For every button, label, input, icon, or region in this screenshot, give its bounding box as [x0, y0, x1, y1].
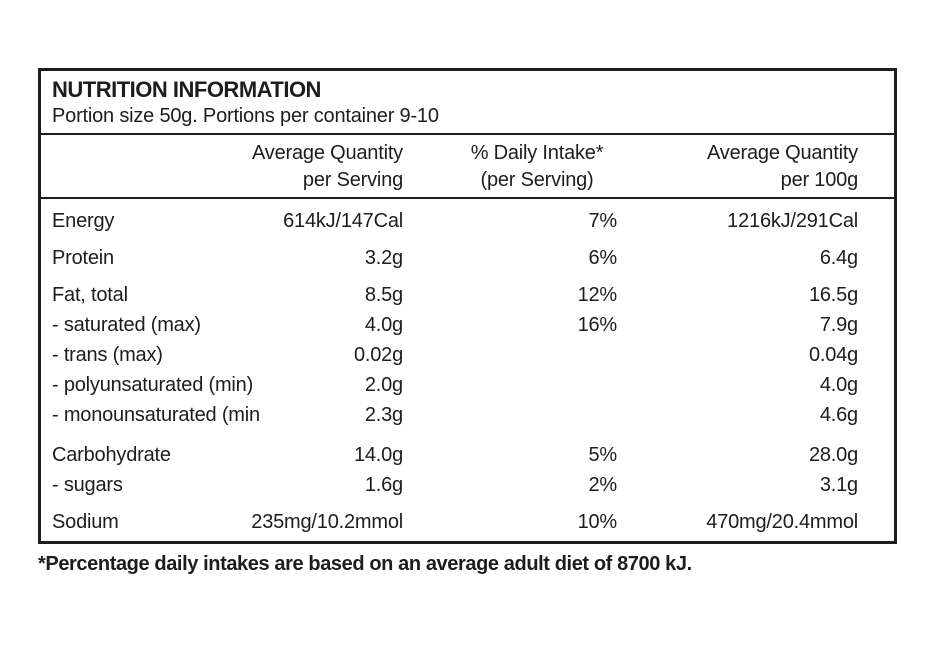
nutrient-name: - polyunsaturated (min) [52, 374, 254, 396]
nutrient-row-monounsaturated: - monounsaturated (min 2.3g 4.6g [41, 400, 894, 430]
serving-value: 235mg/10.2mmol [251, 511, 403, 533]
nutrient-name: Carbohydrate [52, 444, 171, 466]
daily-intake-footnote: *Percentage daily intakes are based on a… [38, 553, 692, 575]
serving-value: 0.02g [353, 344, 403, 366]
per-100g-value: 1216kJ/291Cal [727, 210, 858, 232]
per-100g-value: 4.0g [819, 374, 858, 396]
serving-value: 614kJ/147Cal [283, 210, 403, 232]
nutrient-name: Sodium [52, 511, 119, 533]
daily-intake-value: 7% [588, 210, 617, 232]
nutrient-row-fat-total: Fat, total 8.5g 12% 16.5g [41, 280, 894, 310]
nutrition-panel: NUTRITION INFORMATION Portion size 50g. … [38, 68, 897, 544]
nutrient-name: Fat, total [52, 284, 128, 306]
serving-value: 8.5g [364, 284, 403, 306]
nutrient-name: - sugars [52, 474, 123, 496]
per-100g-value: 16.5g [808, 284, 858, 306]
per-100g-value: 7.9g [819, 314, 858, 336]
column-header-line: per Serving [302, 169, 403, 191]
per-100g-value: 470mg/20.4mmol [706, 511, 858, 533]
per-100g-value: 6.4g [819, 247, 858, 269]
portion-info: Portion size 50g. Portions per container… [52, 105, 439, 127]
nutrient-name: - monounsaturated (min [52, 404, 260, 426]
daily-intake-value: 5% [588, 444, 617, 466]
nutrient-row-protein: Protein 3.2g 6% 6.4g [41, 243, 894, 273]
serving-value: 2.3g [364, 404, 403, 426]
column-header-line: (per Serving) [480, 169, 594, 191]
daily-intake-value: 10% [577, 511, 618, 533]
nutrient-row-energy: Energy 614kJ/147Cal 7% 1216kJ/291Cal [41, 206, 894, 236]
nutrient-row-polyunsaturated: - polyunsaturated (min) 2.0g 4.0g [41, 370, 894, 400]
nutrient-name: - saturated (max) [52, 314, 201, 336]
nutrient-row-trans: - trans (max) 0.02g 0.04g [41, 340, 894, 370]
daily-intake-value: 6% [588, 247, 617, 269]
serving-value: 14.0g [353, 444, 403, 466]
column-header-line: Average Quantity [252, 142, 403, 164]
nutrient-name: Energy [52, 210, 115, 232]
nutrient-row-sugars: - sugars 1.6g 2% 3.1g [41, 470, 894, 500]
nutrient-name: - trans (max) [52, 344, 163, 366]
serving-value: 1.6g [364, 474, 403, 496]
title-block: NUTRITION INFORMATION Portion size 50g. … [41, 71, 894, 135]
serving-value: 2.0g [364, 374, 403, 396]
nutrient-table-body: Energy 614kJ/147Cal 7% 1216kJ/291Cal Pro… [41, 199, 894, 541]
column-header-line: % Daily Intake* [470, 142, 604, 164]
column-header-per-100g: Average Quantity per 100g [617, 140, 858, 194]
column-header-line: per 100g [780, 169, 859, 191]
per-100g-value: 28.0g [808, 444, 858, 466]
per-100g-value: 0.04g [808, 344, 858, 366]
daily-intake-value: 12% [577, 284, 618, 306]
column-header-line: Average Quantity [707, 142, 858, 164]
nutrient-row-carbohydrate: Carbohydrate 14.0g 5% 28.0g [41, 440, 894, 470]
nutrient-row-saturated: - saturated (max) 4.0g 16% 7.9g [41, 310, 894, 340]
per-100g-value: 4.6g [819, 404, 858, 426]
column-header-daily-intake: % Daily Intake* (per Serving) [403, 140, 671, 194]
panel-title: NUTRITION INFORMATION [52, 77, 321, 102]
serving-value: 3.2g [364, 247, 403, 269]
per-100g-value: 3.1g [819, 474, 858, 496]
daily-intake-value: 2% [588, 474, 617, 496]
column-header-per-serving: Average Quantity per Serving [41, 140, 403, 194]
serving-value: 4.0g [364, 314, 403, 336]
nutrient-row-sodium: Sodium 235mg/10.2mmol 10% 470mg/20.4mmol [41, 507, 894, 537]
column-header-row: Average Quantity per Serving % Daily Int… [41, 135, 894, 199]
daily-intake-value: 16% [577, 314, 618, 336]
nutrient-name: Protein [52, 247, 114, 269]
